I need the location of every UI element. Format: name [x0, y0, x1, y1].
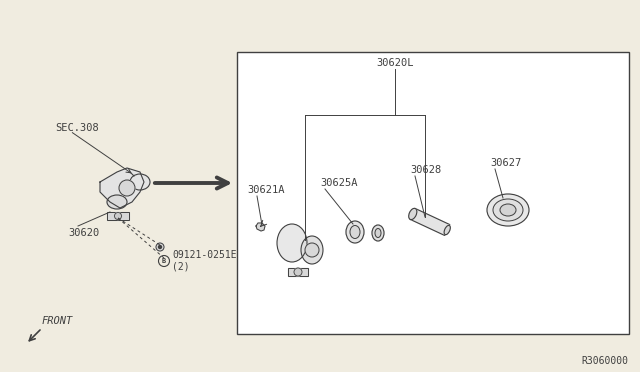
Circle shape [156, 243, 164, 251]
Polygon shape [100, 168, 144, 208]
Ellipse shape [375, 228, 381, 237]
Text: 30620: 30620 [68, 228, 99, 238]
Text: 30627: 30627 [490, 158, 521, 168]
Circle shape [305, 243, 319, 257]
Bar [237, 52, 629, 334]
Bar [288, 268, 308, 276]
Ellipse shape [277, 224, 307, 262]
Bar [288, 268, 308, 276]
Circle shape [115, 212, 122, 219]
Text: 30621A: 30621A [247, 185, 285, 195]
Bar [107, 212, 129, 220]
Ellipse shape [487, 194, 529, 226]
Bar [107, 212, 129, 220]
Ellipse shape [350, 225, 360, 238]
Ellipse shape [107, 195, 127, 209]
Text: SEC.308: SEC.308 [55, 123, 99, 133]
Text: 30620L: 30620L [376, 58, 413, 68]
Ellipse shape [444, 225, 451, 235]
Circle shape [119, 180, 135, 196]
Ellipse shape [493, 199, 523, 221]
Ellipse shape [500, 204, 516, 216]
Ellipse shape [409, 208, 417, 219]
Text: R3060000: R3060000 [581, 356, 628, 366]
Ellipse shape [301, 236, 323, 264]
Polygon shape [410, 209, 450, 235]
Text: FRONT: FRONT [42, 316, 73, 326]
Text: 30625A: 30625A [320, 178, 358, 188]
Text: B: B [162, 258, 166, 264]
Text: 09121-0251E
(2): 09121-0251E (2) [172, 250, 237, 272]
Circle shape [294, 268, 302, 276]
Ellipse shape [346, 221, 364, 243]
Polygon shape [256, 223, 265, 231]
Ellipse shape [130, 174, 150, 190]
Ellipse shape [372, 225, 384, 241]
Text: 30628: 30628 [410, 165, 441, 175]
Circle shape [159, 246, 161, 248]
